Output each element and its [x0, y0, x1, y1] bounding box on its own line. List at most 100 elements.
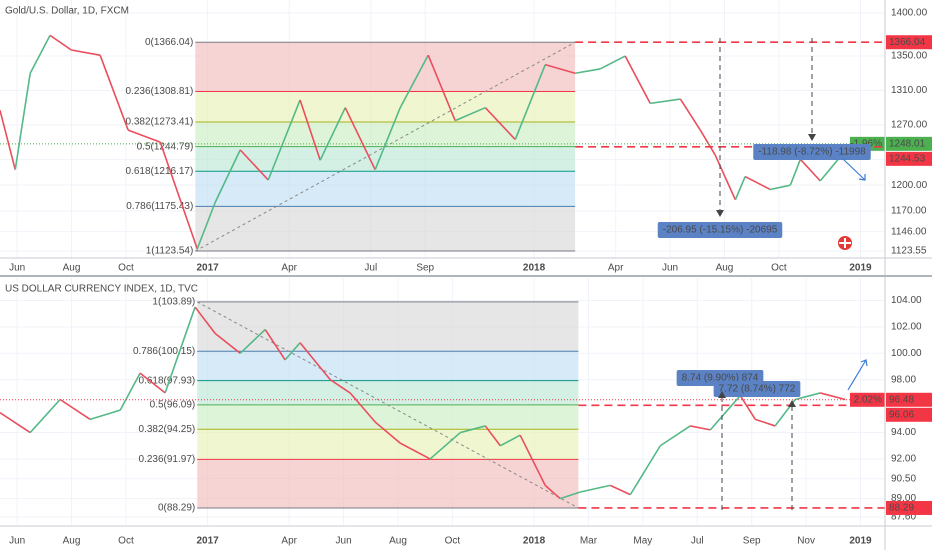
price-segment: [799, 158, 821, 182]
x-tick-label: Oct: [118, 536, 134, 547]
annotation-box: [713, 381, 801, 397]
price-segment: [399, 442, 431, 460]
pane-title: US DOLLAR CURRENCY INDEX, 1D, TVC: [5, 284, 198, 295]
fib-band: [197, 459, 579, 508]
price-segment: [127, 129, 161, 143]
change-label-box: [850, 392, 885, 407]
y-tick-label: 1400.00: [891, 8, 928, 19]
price-segment: [519, 434, 546, 486]
price-label-box: [886, 392, 932, 407]
fib-label: 0.382(94.25): [139, 424, 196, 435]
price-label-box: [886, 136, 932, 151]
x-tick-label: 2018: [523, 263, 546, 274]
projection-arrows: [841, 157, 868, 391]
fib-band: [195, 91, 576, 122]
price-segment: [159, 141, 198, 250]
price-segment: [196, 202, 216, 250]
fib-label: 0.786(100.15): [133, 346, 195, 357]
fib-label: 0.382(1273.41): [125, 117, 193, 128]
flag-icon-mark: [839, 238, 851, 248]
price-segment: [284, 342, 301, 361]
price-label-box: [886, 35, 932, 50]
price-segment: [14, 73, 31, 170]
x-tick-label: Jun: [9, 536, 25, 547]
price-segment: [714, 154, 737, 201]
price-segment: [0, 110, 17, 170]
price-segment: [699, 129, 716, 156]
x-tick-label: Mar: [580, 536, 598, 547]
measure-arrows: [716, 134, 816, 407]
price-segment: [609, 484, 631, 496]
price-segment: [164, 306, 196, 394]
price-segment: [484, 425, 501, 447]
price-segment: [544, 63, 576, 75]
price-segment: [820, 392, 846, 401]
fib-label: 0(1366.04): [145, 37, 193, 48]
price-segment: [679, 98, 701, 131]
price-segment: [267, 99, 301, 181]
price-segment: [454, 106, 486, 122]
price-label: 1248.01: [889, 138, 926, 149]
x-tick-label: Jun: [9, 263, 25, 274]
price-label-box: [886, 407, 932, 422]
y-tick-label: 1350.00: [891, 51, 928, 62]
x-tick-label: Jun: [662, 263, 678, 274]
price-label: 96.48: [889, 394, 914, 405]
price-segment: [629, 445, 661, 496]
price-segment: [460, 425, 486, 434]
x-tick-label: Sep: [416, 263, 434, 274]
price-segment: [399, 54, 429, 109]
price-segment: [789, 159, 802, 186]
x-tick-label: 2019: [849, 263, 872, 274]
fib-band: [197, 404, 579, 430]
x-tick-label: Apr: [281, 536, 297, 547]
price-segment: [29, 35, 51, 74]
fib-band: [195, 121, 576, 147]
price-segment: [299, 99, 321, 161]
y-tick-label: 90.50: [891, 473, 916, 484]
x-tick-label: Jun: [336, 536, 352, 547]
y-tick-label: 1270.00: [891, 120, 928, 131]
price-segment: [344, 107, 376, 171]
price-label: 88.29: [889, 503, 914, 514]
fib-band: [195, 42, 576, 92]
fib-label: 0.5(96.09): [150, 400, 196, 411]
change-label: 2.02%: [854, 394, 882, 405]
price-segment: [690, 425, 711, 431]
price-segment: [580, 484, 611, 493]
x-tick-label: 2018: [523, 536, 546, 547]
y-tick-label: 94.00: [891, 427, 916, 438]
price-label-box: [886, 500, 932, 515]
price-segment: [194, 306, 216, 334]
fib-label: 0.236(1308.81): [125, 86, 193, 97]
price-segment: [139, 372, 166, 394]
price-segment: [429, 431, 461, 460]
fib-trend: [197, 301, 579, 509]
x-tick-label: Oct: [118, 263, 134, 274]
price-segment: [514, 64, 546, 140]
price-label: 1244.53: [889, 153, 926, 164]
y-tick-label: 1170.00: [891, 206, 927, 217]
price-segment: [650, 98, 681, 105]
price-segment: [119, 372, 141, 411]
price-segment: [599, 55, 626, 70]
y-tick-label: 92.00: [891, 454, 916, 465]
x-tick-label: Oct: [771, 263, 787, 274]
fib-label: 0(88.29): [158, 503, 195, 514]
fib-label: 0.618(97.93): [139, 375, 196, 386]
price-segment: [0, 412, 31, 434]
x-tick-label: Aug: [63, 263, 81, 274]
x-tick-label: Aug: [389, 536, 407, 547]
x-tick-label: Sep: [743, 536, 761, 547]
y-tick-label: 100.00: [891, 348, 922, 359]
fib-band: [197, 301, 579, 352]
price-segment: [264, 329, 286, 361]
price-segment: [349, 392, 376, 423]
annotation: 8.74 (9.90%) 874: [682, 373, 759, 384]
price-segment: [499, 434, 521, 447]
price-segment: [659, 425, 691, 447]
price-segment: [544, 484, 561, 500]
price-segment: [71, 49, 101, 56]
price-segment: [559, 491, 581, 500]
price-segment: [319, 107, 346, 161]
